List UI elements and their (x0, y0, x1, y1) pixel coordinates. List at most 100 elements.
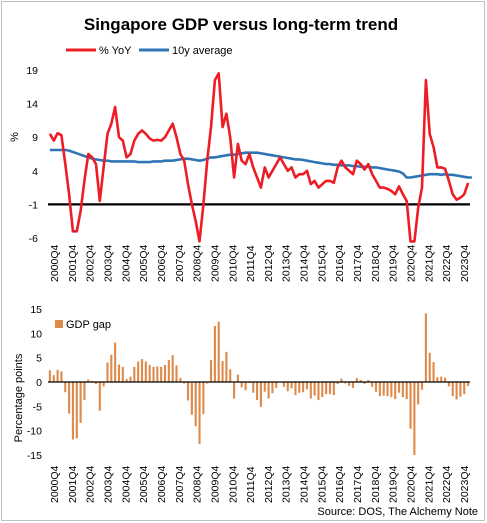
gap-bar (133, 366, 136, 382)
legend-label-yoy: % YoY (99, 45, 132, 57)
gap-bar (409, 382, 412, 429)
gap-bar (256, 382, 259, 401)
bottom-y-tick-label: -15 (27, 450, 42, 462)
top-y-tick-label: 14 (26, 99, 38, 111)
top-x-tick-label: 2006Q4 (156, 244, 168, 282)
top-x-tick-label: 2014Q4 (299, 244, 311, 282)
gap-bar (447, 382, 450, 387)
gap-bar (140, 359, 144, 382)
gap-bar (206, 382, 209, 384)
gap-bar (106, 362, 109, 382)
top-x-tick-label: 2011Q4 (245, 245, 257, 282)
gap-bar (317, 382, 320, 401)
gap-bar (56, 369, 59, 382)
gap-bar (351, 382, 355, 388)
gap-bar (156, 366, 159, 382)
gap-bar (83, 382, 86, 401)
bottom-y-tick-label: -5 (33, 401, 42, 413)
bottom-x-tick-label: 2018Q4 (370, 465, 382, 503)
top-y-tick-label: 9 (32, 132, 38, 144)
gap-bar (363, 382, 366, 384)
gap-bar (444, 377, 447, 382)
gap-bar (340, 378, 343, 382)
top-y-axis: 19 14 9 4 -1 -6 (26, 65, 38, 245)
gap-bar (401, 382, 404, 398)
gap-bar (175, 365, 178, 382)
gap-bar (148, 364, 151, 382)
gap-bar (94, 382, 98, 384)
gap-bar (348, 382, 351, 386)
gap-bar (432, 362, 435, 382)
bottom-x-tick-label: 2019Q4 (388, 465, 400, 503)
gap-bar (440, 376, 443, 382)
gap-bar (275, 382, 278, 388)
gap-bar (179, 378, 182, 382)
gap-bar (359, 380, 362, 382)
bottom-x-tick-label: 2003Q4 (103, 465, 115, 503)
top-x-tick-label: 2015Q4 (316, 244, 328, 282)
gap-bar (344, 382, 347, 384)
gap-bar (75, 382, 78, 439)
gap-bar (213, 326, 216, 382)
gap-bar (436, 377, 439, 382)
top-x-tick-label: 2009Q4 (209, 244, 221, 282)
gap-bar (286, 382, 289, 392)
top-x-tick-label: 2016Q4 (334, 244, 346, 282)
bottom-x-tick-label: 2021Q4 (423, 465, 435, 503)
bottom-x-tick-label: 2022Q4 (441, 465, 453, 503)
bottom-x-tick-label: 2011Q4 (245, 466, 257, 503)
top-y-axis-label: % (9, 132, 21, 142)
bottom-x-tick-label: 2016Q4 (334, 465, 346, 503)
gap-bar (229, 369, 232, 382)
series-line-yoy (48, 72, 470, 243)
gap-bar (294, 382, 297, 396)
gap-bar (459, 382, 462, 397)
gap-bar (137, 361, 140, 382)
gap-bar (298, 382, 301, 393)
bottom-x-tick-label: 2017Q4 (352, 465, 364, 503)
gap-bar (240, 382, 243, 388)
gap-bar (198, 382, 201, 444)
bottom-x-tick-label: 2005Q4 (138, 465, 150, 503)
bottom-plot-area (48, 313, 470, 455)
top-x-tick-label: 2018Q4 (370, 244, 382, 282)
gap-bar (378, 382, 381, 397)
legend-swatch-gap (55, 320, 63, 328)
top-x-axis: 2000Q4 2001Q4 2002Q4 2003Q4 2004Q4 2005Q4 2006… (49, 244, 471, 282)
gap-bar (190, 382, 193, 415)
top-x-tick-label: 2023Q4 (459, 244, 471, 282)
top-plot-area (48, 72, 472, 243)
chart-title: Singapore GDP versus long-term trend (84, 15, 398, 34)
top-x-tick-label: 2002Q4 (85, 244, 97, 282)
bottom-x-tick-label: 2020Q4 (406, 465, 418, 503)
bottom-x-tick-label: 2002Q4 (85, 465, 97, 503)
gap-bar (463, 382, 466, 395)
bottom-y-tick-label: 10 (30, 328, 42, 340)
top-x-tick-label: 2017Q4 (352, 244, 364, 282)
gap-bar (87, 379, 90, 382)
gap-bar (336, 382, 339, 384)
gap-bar (413, 382, 416, 455)
gap-bar (259, 382, 262, 407)
bottom-x-tick-label: 2001Q4 (67, 465, 79, 503)
gap-bar (455, 382, 458, 400)
gap-bar (183, 382, 186, 384)
gap-bar (302, 382, 305, 393)
gap-bar (102, 382, 105, 387)
top-x-tick-label: 2012Q4 (263, 244, 275, 282)
bottom-y-tick-label: 15 (30, 304, 42, 316)
top-x-tick-label: 2022Q4 (441, 244, 453, 282)
bottom-x-axis: 2000Q4 2001Q4 2002Q4 2003Q4 2004Q4 2005Q4 2006… (49, 465, 471, 503)
gap-bar (252, 382, 255, 393)
bottom-y-tick-label: -10 (27, 426, 42, 438)
gap-bar (390, 382, 393, 398)
top-x-tick-label: 2000Q4 (49, 244, 61, 282)
bottom-y-axis: 15 10 5 0 -5 -10 -15 (27, 304, 42, 462)
top-x-tick-label: 2004Q4 (120, 244, 132, 282)
bottom-x-tick-label: 2008Q4 (192, 465, 204, 503)
gap-bar (417, 382, 420, 405)
gap-bar (60, 371, 63, 382)
bottom-x-tick-label: 2012Q4 (263, 465, 275, 503)
